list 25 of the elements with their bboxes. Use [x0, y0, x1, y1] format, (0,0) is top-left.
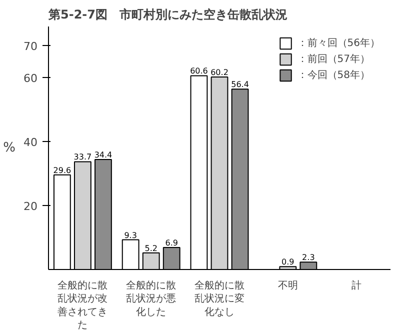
- data-label: 29.6: [53, 166, 72, 175]
- y-tick-label: 60: [24, 72, 38, 86]
- y-tick-label: 20: [24, 200, 38, 214]
- legend-label: ：前々回（56年）: [297, 37, 380, 50]
- x-tick-label: 全般的に散乱状況に変化なし: [194, 280, 244, 318]
- data-label: 5.2: [144, 244, 158, 253]
- data-label: 33.7: [74, 152, 92, 162]
- x-tick-label: 全般的に散乱状況が改善されてきた: [58, 280, 108, 332]
- x-tick-label: 計: [351, 280, 362, 292]
- data-label: 56.4: [231, 80, 249, 90]
- data-label: 60.2: [210, 68, 228, 78]
- legend-label: ：今回（58年）: [297, 69, 370, 82]
- y-axis-title: %: [3, 140, 16, 156]
- data-label: 34.4: [94, 150, 112, 160]
- y-tick-label: 40: [24, 136, 38, 150]
- legend-label: ：前回（57年）: [297, 53, 370, 66]
- chart-title: 第5-2-7図 市町村別にみた空き缶散乱状況: [48, 8, 288, 22]
- x-tick-label: 不明: [278, 280, 298, 292]
- data-label: 2.3: [302, 253, 315, 262]
- x-tick-label: 全般的に散乱状況が悪化した: [126, 280, 176, 318]
- y-tick-label: 70: [24, 40, 38, 54]
- data-label: 9.3: [124, 230, 137, 240]
- data-label: 6.9: [165, 238, 178, 248]
- data-label: 60.6: [190, 66, 208, 76]
- data-label: 0.9: [282, 258, 294, 267]
